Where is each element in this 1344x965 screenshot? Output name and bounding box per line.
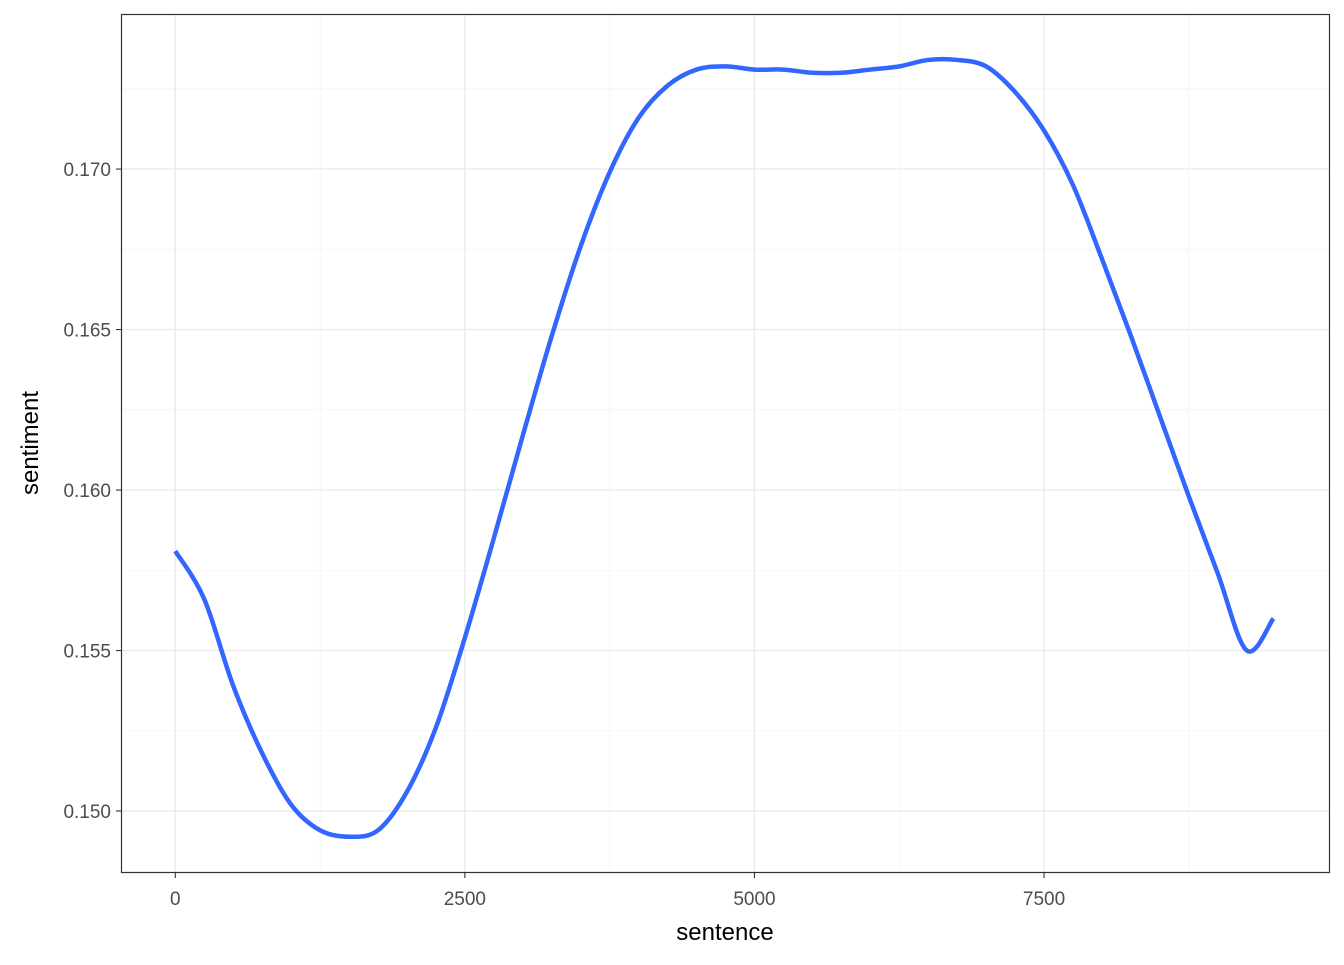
x-tick-label: 2500 <box>444 889 486 910</box>
y-tick-label: 0.150 <box>63 802 111 823</box>
y-axis: 0.150 0.155 0.160 0.165 0.170 <box>63 160 122 823</box>
x-axis: 0 2500 5000 7500 <box>170 872 1065 910</box>
y-tick-label: 0.165 <box>63 321 111 342</box>
panel-border <box>120 13 1331 874</box>
major-grid <box>122 15 1329 872</box>
x-tick-label: 7500 <box>1023 889 1065 910</box>
x-axis-title: sentence <box>676 919 773 946</box>
y-tick-label: 0.155 <box>63 642 111 663</box>
y-tick-label: 0.170 <box>63 160 111 181</box>
y-tick-label: 0.160 <box>63 481 111 502</box>
x-tick-label: 5000 <box>733 889 775 910</box>
x-tick-label: 0 <box>170 889 181 910</box>
series-layer <box>173 56 1276 839</box>
smooth-series-line <box>173 56 1276 839</box>
y-axis-title: sentiment <box>17 391 44 495</box>
minor-grid <box>122 15 1329 872</box>
